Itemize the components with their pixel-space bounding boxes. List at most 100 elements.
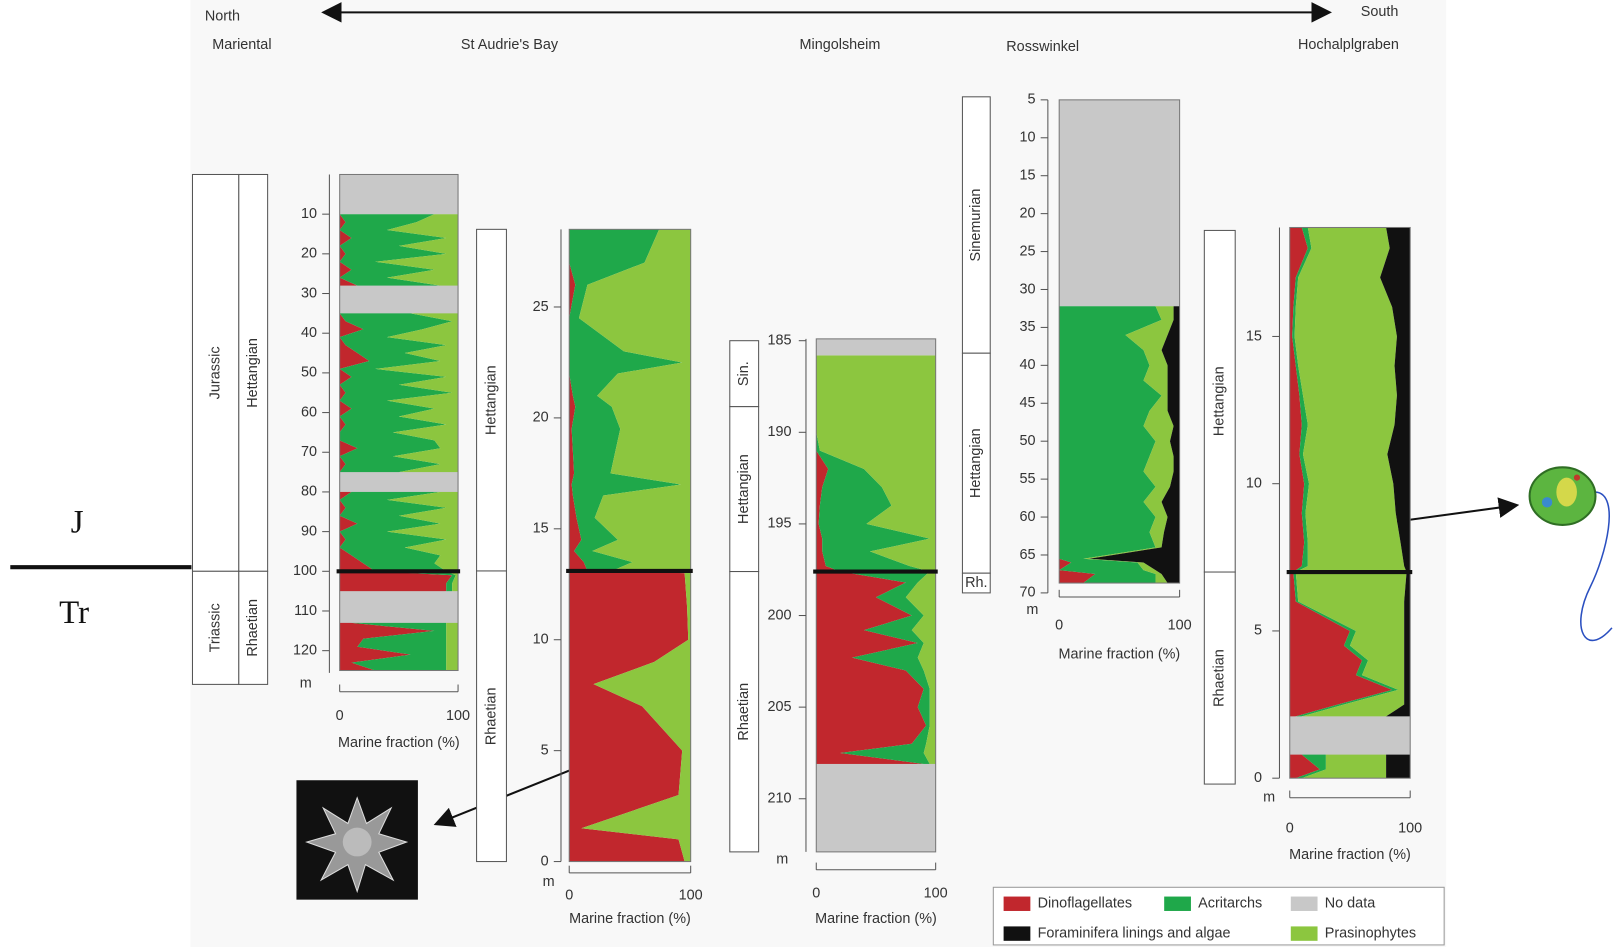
x-axis-title: Marine fraction (%) [338,735,460,751]
legend-label: Prasinophytes [1325,925,1416,941]
legend-swatch [1290,896,1318,911]
stage-box [729,571,760,853]
x-axis-title: Marine fraction (%) [569,911,691,927]
stage-label: Hettangian [968,428,984,498]
stage-box [961,572,991,594]
area-2 [1083,306,1174,584]
y-tick-label: 70 [301,444,317,460]
stage-label: Hettangian [483,365,499,435]
y-tick-label: 10 [1019,130,1035,146]
y-tick-label: 80 [301,484,317,500]
stage-box [476,570,507,863]
no-data-band [816,338,936,356]
x-tick-label: 100 [924,885,948,901]
no-data-band [339,591,459,623]
jurassic-label: J [71,505,84,541]
y-tick-label: 5 [1254,623,1262,639]
y-tick-label: 90 [301,523,317,539]
y-tick-label: 200 [768,607,792,623]
y-tick-label: 45 [1019,395,1035,411]
area-0 [1289,227,1393,779]
y-unit: m [543,874,555,890]
plot-frame [815,338,937,853]
y-tick-label: 35 [1019,319,1035,335]
dinoflagellate-icon [1528,466,1613,642]
legend-label: No data [1325,896,1376,912]
plot-frame [568,228,692,863]
legend-swatch [1290,926,1318,941]
triassic-label: Tr [59,595,89,631]
y-unit: m [776,851,788,867]
pointer-arrow [433,763,585,827]
legend-swatch [1164,896,1191,911]
y-tick-label: 5 [1027,92,1035,108]
y-tick-label: 185 [768,333,792,349]
area-2 [1294,227,1407,779]
stage-box [729,340,760,408]
stage-label: Rhaetian [245,599,261,657]
stage-label: Rhaetian [736,683,752,741]
x-tick-label: 0 [336,708,344,724]
section-title: Mingolsheim [800,37,881,53]
y-tick-label: 120 [293,642,317,658]
no-data-band [339,174,459,215]
area-0 [569,229,689,862]
y-tick-label: 50 [301,365,317,381]
y-tick-label: 55 [1019,471,1035,487]
area-2 [578,229,691,862]
y-tick-label: 40 [1019,357,1035,373]
y-unit: m [1263,790,1275,806]
section-title: Mariental [212,37,271,53]
stage-label: Rhaetian [483,687,499,745]
y-tick-label: 0 [541,853,549,869]
plot-frame [1289,226,1411,779]
area-3 [1089,306,1180,584]
x-tick-label: 0 [565,887,573,903]
y-tick-label: 5 [541,742,549,758]
y-tick-label: 15 [1246,328,1262,344]
area-1 [1059,306,1162,584]
stage-label: Triassic [207,603,223,652]
y-tick-label: 20 [1019,205,1035,221]
stage-label: Hettangian [245,338,261,408]
no-data-band [339,285,459,314]
stage-box [238,570,269,685]
x-tick-label: 100 [679,887,703,903]
x-axis-title: Marine fraction (%) [1059,646,1181,662]
legend-box [992,886,1445,946]
y-tick-label: 15 [533,521,549,537]
y-tick-label: 100 [293,563,317,579]
north-label: North [205,8,240,24]
y-tick-label: 20 [533,410,549,426]
x-axis-title: Marine fraction (%) [815,911,937,927]
area-3 [1380,227,1411,779]
stage-box [476,228,507,572]
no-data-band [1289,716,1411,755]
no-data-band [816,763,936,852]
sem-image [296,780,418,900]
plot-frame [1058,99,1181,584]
section-title: St Audrie's Bay [461,37,559,53]
section-title: Rosswinkel [1006,39,1079,55]
y-tick-label: 70 [1019,585,1035,601]
stage-label: Hettangian [736,454,752,524]
y-tick-label: 30 [301,285,317,301]
area-2 [816,355,936,764]
y-tick-label: 10 [301,206,317,222]
y-tick-label: 15 [1019,168,1035,184]
no-data-band [1059,99,1180,307]
y-tick-label: 20 [301,246,317,262]
legend-label: Acritarchs [1198,896,1262,912]
legend-swatch [1003,896,1031,911]
stage-box [1203,229,1236,573]
y-tick-label: 10 [533,632,549,648]
legend-label: Dinoflagellates [1038,896,1133,912]
y-tick-label: 25 [1019,243,1035,259]
area-0 [339,214,453,671]
x-tick-label: 100 [446,708,470,724]
legend-swatch [1003,926,1031,941]
section-title: Hochalplgraben [1298,37,1399,53]
stage-box [191,173,240,572]
area-1 [816,355,930,764]
